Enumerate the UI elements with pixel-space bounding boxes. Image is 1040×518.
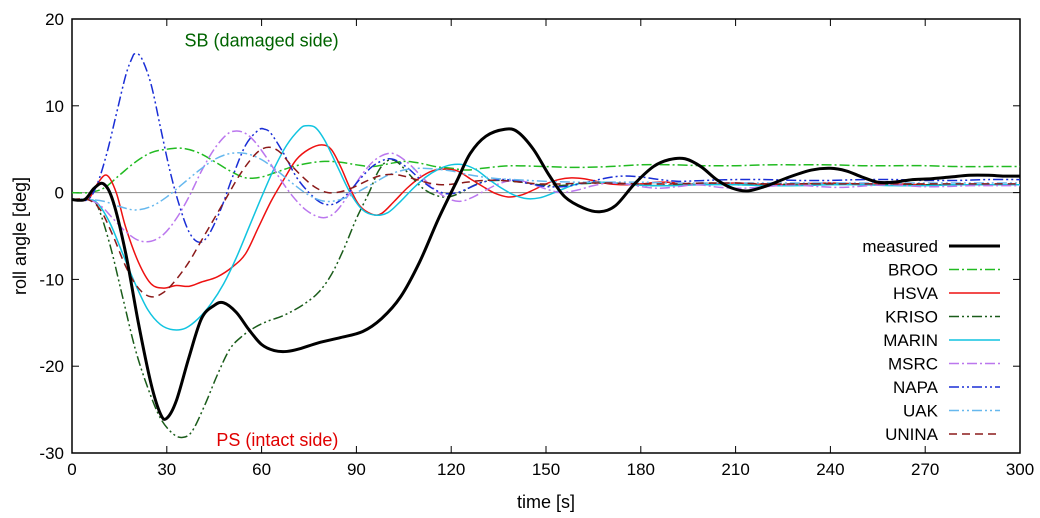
x-tick-label: 30 bbox=[157, 460, 176, 479]
annotation-sb-damaged-side: SB (damaged side) bbox=[185, 31, 339, 51]
series-line-msrc bbox=[71, 130, 1020, 243]
series-line-marin bbox=[71, 124, 1020, 331]
legend: measured BROO HSVA KRISO MARIN MSRC NAPA UAK UNI… bbox=[862, 237, 1000, 444]
y-tick-label: -20 bbox=[39, 357, 64, 376]
legend-label-measured: measured bbox=[862, 237, 938, 256]
x-tick-label: 0 bbox=[67, 460, 76, 479]
series-line-unina bbox=[71, 146, 1020, 298]
legend-label-uak: UAK bbox=[903, 402, 939, 421]
x-tick-label: 120 bbox=[437, 460, 465, 479]
x-tick-label: 60 bbox=[252, 460, 271, 479]
y-tick-label: 0 bbox=[55, 184, 64, 203]
legend-label-msrc: MSRC bbox=[888, 355, 938, 374]
x-tick-label: 240 bbox=[816, 460, 844, 479]
series-lines bbox=[71, 52, 1021, 439]
x-axis-label: time [s] bbox=[517, 492, 575, 512]
y-axis-label: roll angle [deg] bbox=[10, 177, 30, 295]
legend-label-unina: UNINA bbox=[885, 425, 939, 444]
x-tick-label: 150 bbox=[532, 460, 560, 479]
y-tick-label: -10 bbox=[39, 270, 64, 289]
y-tick-label: -30 bbox=[39, 444, 64, 463]
series-line-napa bbox=[71, 52, 1021, 243]
legend-label-napa: NAPA bbox=[893, 378, 939, 397]
axes: 0 30 60 90 120 150 180 210 240 270 300 -30 -20 -10 0 10… bbox=[39, 10, 1034, 479]
legend-label-broo: BROO bbox=[888, 261, 938, 280]
x-tick-label: 300 bbox=[1006, 460, 1034, 479]
series-line-broo bbox=[71, 147, 1020, 194]
legend-label-marin: MARIN bbox=[883, 331, 938, 350]
series-line-uak bbox=[71, 152, 1020, 211]
x-tick-label: 180 bbox=[627, 460, 655, 479]
y-tick-label: 10 bbox=[45, 97, 64, 116]
annotation-ps-intact-side: PS (intact side) bbox=[216, 430, 338, 450]
x-tick-label: 90 bbox=[347, 460, 366, 479]
x-tick-label: 210 bbox=[721, 460, 749, 479]
y-tick-label: 20 bbox=[45, 10, 64, 29]
legend-label-hsva: HSVA bbox=[893, 284, 939, 303]
series-line-measured bbox=[71, 127, 1021, 421]
plot-frame bbox=[71, 18, 1021, 454]
legend-label-kriso: KRISO bbox=[885, 308, 938, 327]
x-tick-label: 270 bbox=[911, 460, 939, 479]
